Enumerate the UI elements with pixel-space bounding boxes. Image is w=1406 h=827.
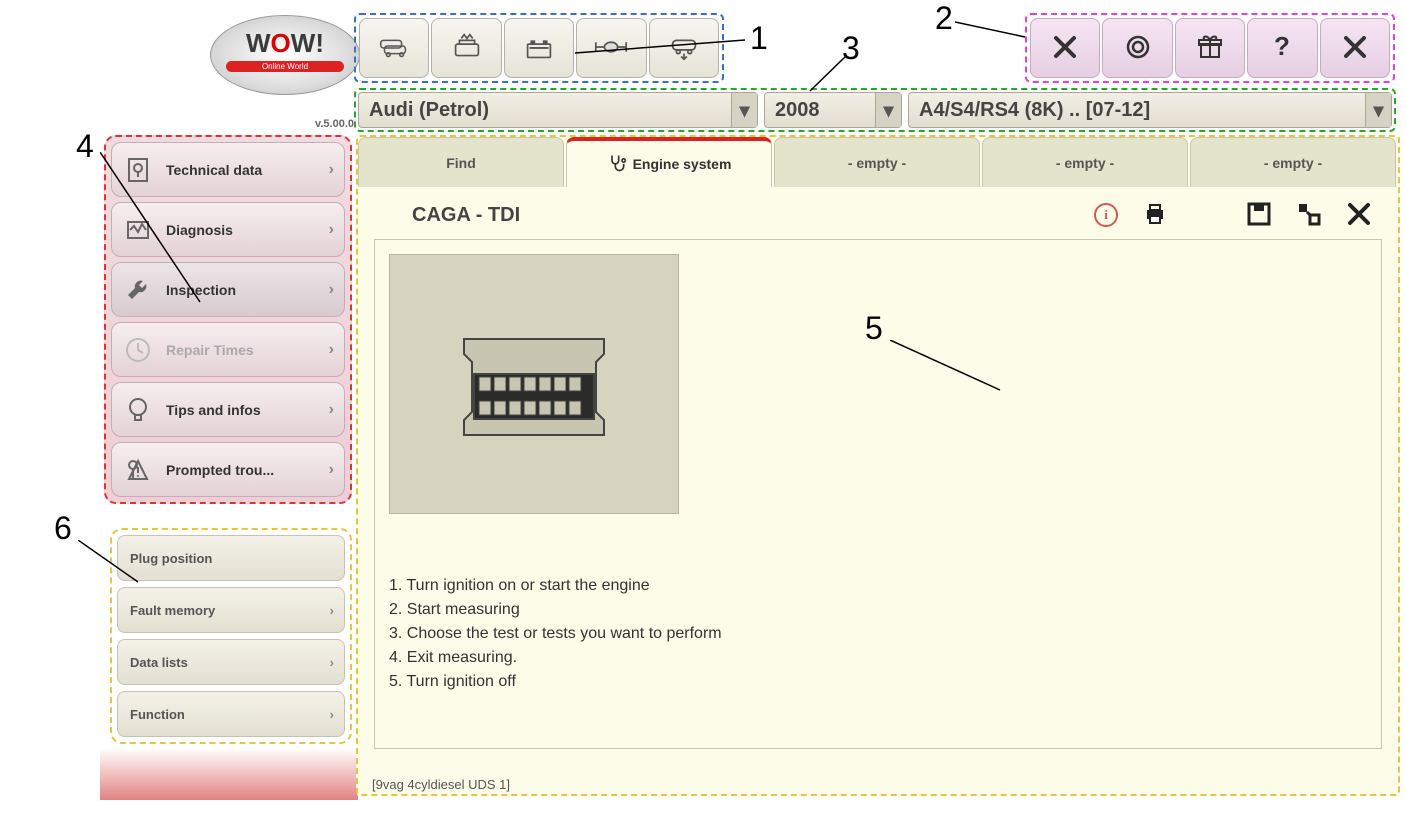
cars-button[interactable] xyxy=(359,18,429,78)
instruction-line: 4. Exit measuring. xyxy=(389,646,1367,670)
subnav-item-data-lists[interactable]: Data lists › xyxy=(117,639,345,685)
tab-engine-system[interactable]: Engine system xyxy=(566,137,772,187)
chevron-right-icon: › xyxy=(330,707,334,722)
tab-label: - empty - xyxy=(848,155,906,171)
bulb-icon xyxy=(120,392,156,428)
expand-button[interactable] xyxy=(1296,202,1322,228)
subnav-item-fault-memory[interactable]: Fault memory › xyxy=(117,587,345,633)
chevron-right-icon: › xyxy=(329,401,334,419)
close-button[interactable] xyxy=(1320,18,1390,78)
content-actions: i xyxy=(1094,202,1372,228)
sidebar-item-label: Repair Times xyxy=(166,342,254,358)
chevron-right-icon: › xyxy=(329,221,334,239)
annotation-2: 2 xyxy=(935,0,953,37)
print-button[interactable] xyxy=(1142,202,1168,228)
cars-icon xyxy=(375,32,413,65)
gift-icon xyxy=(1191,32,1229,65)
refresh-button[interactable] xyxy=(1102,18,1172,78)
model-dropdown[interactable]: A4/S4/RS4 (8K) .. [07-12] ▾ xyxy=(908,92,1392,128)
chevron-right-icon: › xyxy=(330,655,334,670)
help-icon: ? xyxy=(1263,32,1301,65)
tab-label: Find xyxy=(446,155,476,171)
chevron-right-icon: › xyxy=(329,341,334,359)
tab-label: Engine system xyxy=(633,156,732,172)
content-tabs: Find Engine system - empty - - empty - - emp… xyxy=(358,137,1398,187)
model-value: A4/S4/RS4 (8K) .. [07-12] xyxy=(919,99,1150,122)
sidebar-item-prompted-trou-[interactable]: Prompted trou... › xyxy=(111,442,345,497)
chevron-right-icon: › xyxy=(329,161,334,179)
instruction-line: 1. Turn ignition on or start the engine xyxy=(389,574,1367,598)
vehicle-selection-row: Audi (Petrol) ▾ 2008 ▾ A4/S4/RS4 (8K) ..… xyxy=(354,88,1396,132)
logo-area: WOW! Online World v.5.00.0 xyxy=(150,15,360,130)
refresh-icon xyxy=(1119,32,1157,65)
annotation-4: 4 xyxy=(76,128,94,165)
toolbar-window: ? xyxy=(1025,13,1395,83)
connector-image xyxy=(389,254,679,514)
content-area: Find Engine system - empty - - empty - - emp… xyxy=(356,135,1400,796)
expand-icon xyxy=(1296,201,1322,230)
make-dropdown[interactable]: Audi (Petrol) ▾ xyxy=(358,92,758,128)
subnav-item-plug-position[interactable]: Plug position xyxy=(117,535,345,581)
tab-empty[interactable]: - empty - xyxy=(774,137,980,187)
battery-button[interactable] xyxy=(504,18,574,78)
gift-button[interactable] xyxy=(1175,18,1245,78)
info-button[interactable]: i xyxy=(1094,203,1118,227)
instruction-line: 5. Turn ignition off xyxy=(389,670,1367,694)
engine-icon xyxy=(448,32,486,65)
info-icon: i xyxy=(1104,207,1108,223)
tab-label: - empty - xyxy=(1264,155,1322,171)
sidebar-footer-gradient xyxy=(100,748,358,800)
dropdown-arrow-icon: ▾ xyxy=(875,93,901,127)
chevron-right-icon: › xyxy=(329,461,334,479)
save-button[interactable] xyxy=(1246,202,1272,228)
content-close-button[interactable] xyxy=(1346,202,1372,228)
tab-empty[interactable]: - empty - xyxy=(982,137,1188,187)
tab-label: - empty - xyxy=(1056,155,1114,171)
annotation-5: 5 xyxy=(865,310,883,347)
svg-text:?: ? xyxy=(1274,32,1290,61)
clock-icon xyxy=(120,332,156,368)
chevron-right-icon: › xyxy=(329,281,334,299)
logo-subtitle: Online World xyxy=(226,61,344,72)
subnav-item-function[interactable]: Function › xyxy=(117,691,345,737)
engine-button[interactable] xyxy=(431,18,501,78)
print-icon xyxy=(1142,201,1168,230)
subnav-item-label: Function xyxy=(130,707,185,722)
chevron-right-icon: › xyxy=(330,603,334,618)
footer-code: [9vag 4cyldiesel UDS 1] xyxy=(372,777,510,792)
battery-icon xyxy=(520,32,558,65)
sidebar-item-repair-times: Repair Times › xyxy=(111,322,345,377)
dropdown-arrow-icon: ▾ xyxy=(731,93,757,127)
help-button[interactable]: ? xyxy=(1247,18,1317,78)
year-dropdown[interactable]: 2008 ▾ xyxy=(764,92,902,128)
sidebar-item-label: Tips and infos xyxy=(166,402,261,418)
save-icon xyxy=(1246,201,1272,230)
instruction-line: 3. Choose the test or tests you want to … xyxy=(389,622,1367,646)
logo-text: WOW! xyxy=(211,28,359,59)
tab-find[interactable]: Find xyxy=(358,137,564,187)
subnav-item-label: Data lists xyxy=(130,655,188,670)
sidebar-item-tips-and-infos[interactable]: Tips and infos › xyxy=(111,382,345,437)
stethoscope-icon xyxy=(607,153,627,176)
instruction-list: 1. Turn ignition on or start the engine2… xyxy=(389,574,1367,694)
cancel-icon xyxy=(1046,32,1084,65)
annotation-6: 6 xyxy=(54,510,72,547)
sidebar-item-label: Prompted trou... xyxy=(166,462,274,478)
close-icon xyxy=(1336,32,1374,65)
subnav-item-label: Fault memory xyxy=(130,603,215,618)
version-label: v.5.00.0 xyxy=(315,118,354,130)
tab-empty[interactable]: - empty - xyxy=(1190,137,1396,187)
make-value: Audi (Petrol) xyxy=(369,99,489,122)
instruction-line: 2. Start measuring xyxy=(389,598,1367,622)
dropdown-arrow-icon: ▾ xyxy=(1365,93,1391,127)
warn-icon xyxy=(120,452,156,488)
cancel-button[interactable] xyxy=(1030,18,1100,78)
year-value: 2008 xyxy=(775,99,820,122)
close-icon xyxy=(1346,201,1372,230)
content-title: CAGA - TDI xyxy=(412,204,1094,227)
logo: WOW! Online World xyxy=(210,15,360,95)
